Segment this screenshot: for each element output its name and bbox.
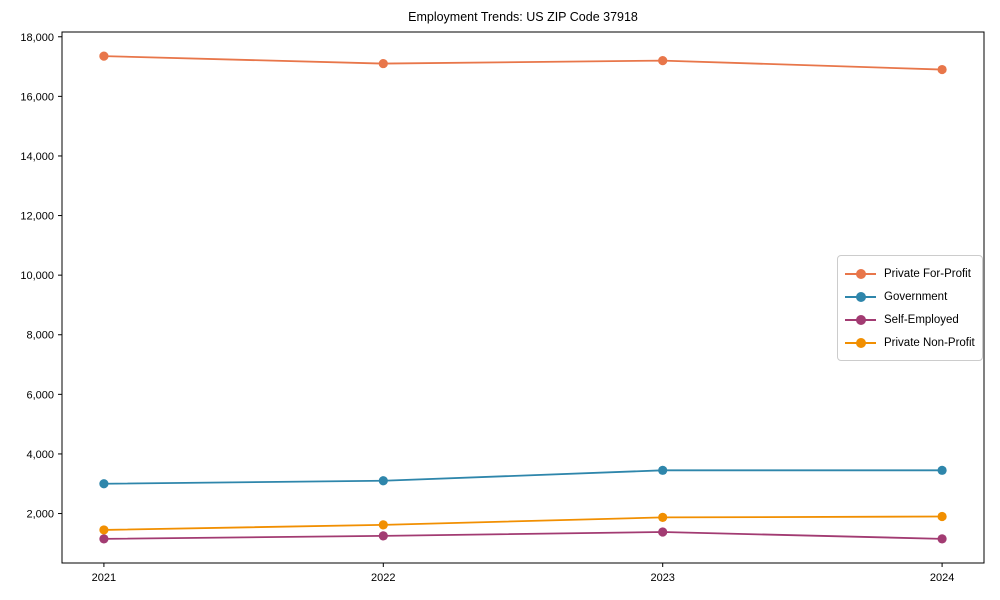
data-point-private-non-profit [378,520,388,530]
y-tick-label: 10,000 [20,270,54,282]
x-tick-label: 2023 [650,572,674,584]
data-point-private-non-profit [937,511,947,522]
y-tick-label: 18,000 [20,32,54,44]
legend: Private For-Profit Government Self-Employe… [837,255,983,361]
data-point-self-employed [378,531,388,541]
x-tick-label: 2024 [930,572,954,584]
y-tick-label: 12,000 [20,211,54,223]
data-point-government [378,476,388,486]
legend-item-private-non-profit: Private Non-Profit [845,331,975,354]
y-tick-label: 2,000 [26,509,54,521]
y-tick-label: 6,000 [26,389,54,401]
legend-label: Private For-Profit [884,267,971,280]
y-tick-label: 8,000 [26,330,54,342]
data-point-government [658,465,668,475]
data-point-private-non-profit [658,512,668,523]
data-point-private-for-profit [937,64,947,75]
data-point-self-employed [99,534,109,544]
chart-title: Employment Trends: US ZIP Code 37918 [408,10,638,24]
data-point-private-for-profit [99,51,109,61]
series-line-private-for-profit [103,55,943,71]
legend-label: Self-Employed [884,313,959,326]
legend-marker-icon [845,337,876,348]
legend-marker-icon [845,291,876,302]
data-point-private-non-profit [99,525,109,535]
data-point-private-for-profit [658,56,668,66]
data-point-government [99,479,109,489]
series-line-government [103,469,943,485]
y-tick-label: 4,000 [26,449,54,461]
data-point-self-employed [937,534,947,544]
series-line-private-non-profit [103,515,943,531]
legend-marker-icon [845,268,876,279]
data-point-self-employed [658,527,668,537]
data-point-government [937,465,947,475]
legend-item-government: Government [845,285,974,308]
legend-item-self-employed: Self-Employed [845,308,974,331]
y-tick-label: 14,000 [20,151,54,163]
legend-item-private-for-profit: Private For-Profit [845,262,974,285]
legend-label: Private Non-Profit [884,336,975,349]
legend-marker-icon [845,314,876,325]
data-point-private-for-profit [378,58,388,69]
y-tick-label: 16,000 [20,91,54,103]
legend-label: Government [884,290,948,303]
x-tick-label: 2022 [371,572,395,584]
plot-border [61,31,985,564]
series-line-self-employed [103,531,943,540]
x-tick-label: 2021 [92,572,116,584]
